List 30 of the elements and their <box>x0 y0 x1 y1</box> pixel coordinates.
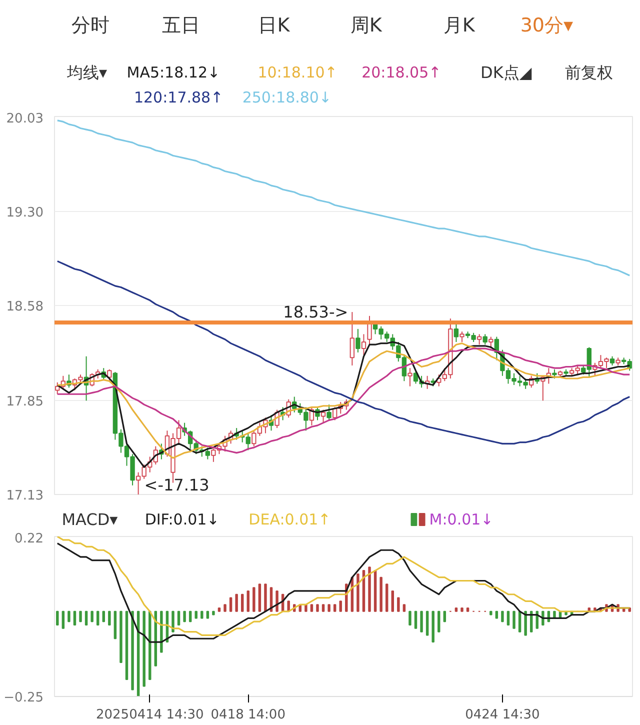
x-tick-label: 0424 14:30 <box>465 708 540 722</box>
y-tick-label: 0.22 <box>14 532 44 546</box>
text: 20:18.05↑ <box>362 64 442 82</box>
y-tick-label: 18.58 <box>6 300 44 314</box>
text: 120:17.88↑ <box>134 88 224 106</box>
text: 分时 <box>72 14 110 36</box>
text: DIF:0.01↓ <box>144 510 220 528</box>
y-tick-label: 19.30 <box>6 206 44 221</box>
y-tick-label: 17.85 <box>6 394 44 410</box>
text: DEA:0.01↑ <box>248 510 331 528</box>
text: MACD▾ <box>62 510 118 529</box>
text: 日K <box>258 14 290 36</box>
x-tick-label: 0418 14:00 <box>210 708 286 722</box>
annotation: 18.53-> <box>283 302 348 322</box>
x-tick-label: 20250414 14:30 <box>96 708 204 722</box>
text: DK点◢ <box>480 63 532 82</box>
text: 30分▾ <box>520 14 574 36</box>
text: 月K <box>443 14 476 36</box>
legend-label: M:0.01↓ <box>429 510 494 528</box>
text: 10:18.10↑ <box>258 64 338 82</box>
y-tick-label: 17.13 <box>6 488 44 504</box>
text: 五日 <box>162 14 200 36</box>
y-tick-label: −0.25 <box>4 690 44 706</box>
y-tick-label: 20.03 <box>6 112 44 126</box>
text: 250:18.80↓ <box>242 88 332 106</box>
text: 均线▾ <box>66 63 108 82</box>
text: MA5:18.12↓ <box>126 64 220 82</box>
text: 周K <box>350 14 382 36</box>
text: 前复权 <box>565 63 614 82</box>
annotation: <-17.13 <box>144 476 210 494</box>
